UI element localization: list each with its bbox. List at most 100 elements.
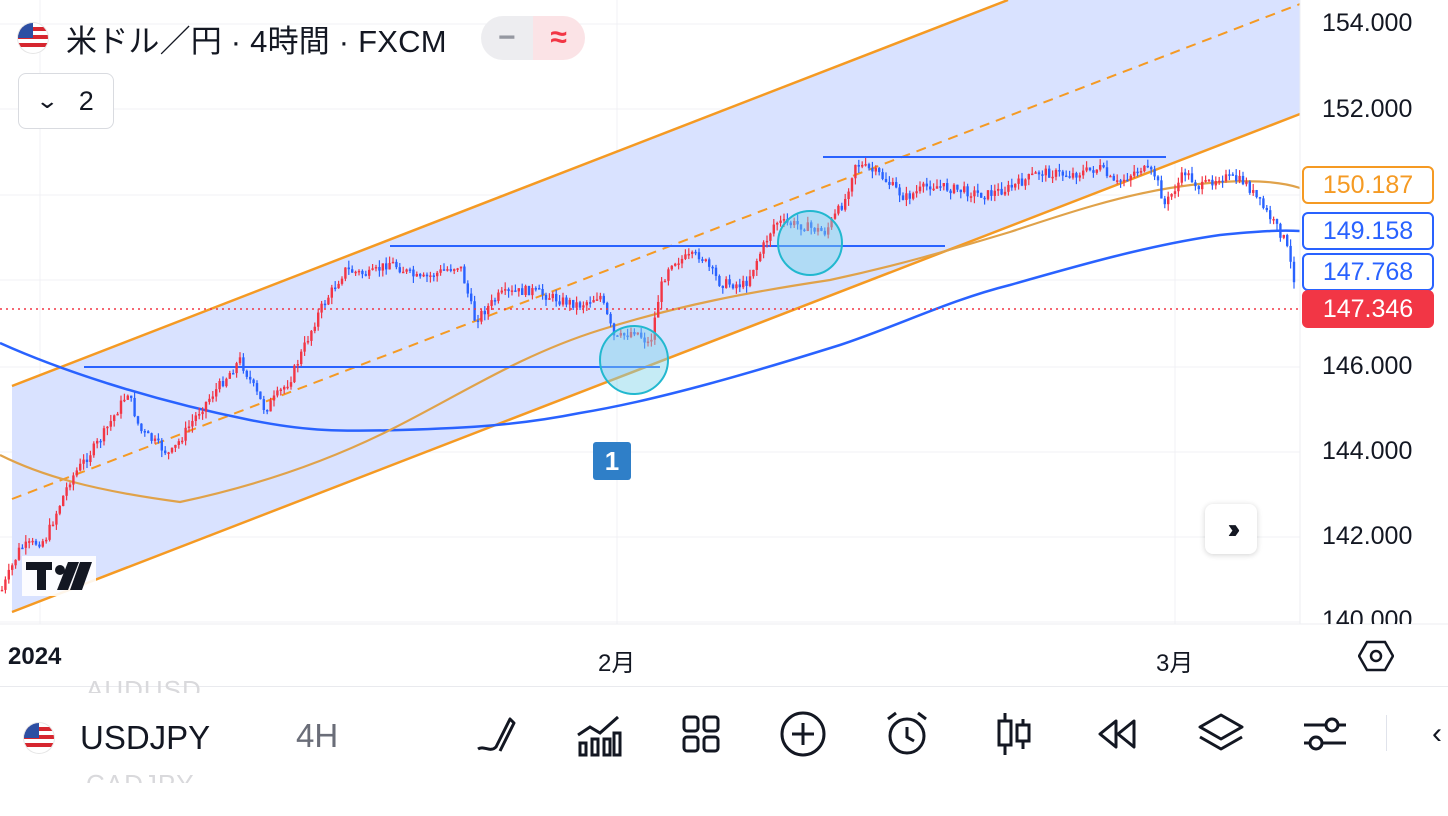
- candles-group[interactable]: [0, 157, 1296, 594]
- event-marker[interactable]: 1: [593, 442, 631, 480]
- candle-body: [748, 276, 752, 286]
- candle-body: [1051, 176, 1054, 179]
- indicators-icon[interactable]: [574, 709, 624, 759]
- layers-icon[interactable]: [1196, 709, 1246, 759]
- toolbar-separator: [1386, 715, 1387, 751]
- candle-body: [1262, 198, 1265, 208]
- candle-body: [745, 280, 748, 286]
- candle-body: [487, 305, 490, 315]
- candle-body: [738, 284, 741, 288]
- candle-body: [272, 395, 276, 401]
- add-icon[interactable]: [778, 709, 828, 759]
- layout-icon[interactable]: [676, 709, 726, 759]
- candle-body: [1058, 170, 1061, 172]
- candle-body: [589, 302, 592, 304]
- highlight-circle-2[interactable]: [777, 210, 843, 276]
- candle-body: [340, 278, 344, 284]
- candle-body: [1265, 207, 1268, 211]
- candle-body: [41, 541, 44, 547]
- candle-body: [429, 275, 432, 277]
- candle-body: [204, 401, 208, 412]
- candle-body: [1027, 174, 1030, 180]
- candle-body: [653, 317, 656, 340]
- candle-body: [616, 335, 619, 337]
- candle-body: [449, 269, 452, 271]
- symbol-name[interactable]: USDJPY: [80, 719, 211, 756]
- more-tools-icon[interactable]: ‹: [1432, 717, 1442, 750]
- scroll-to-realtime-button[interactable]: ››: [1205, 504, 1257, 554]
- candle-body: [677, 263, 680, 265]
- candle-body: [1146, 165, 1149, 168]
- wave-icon[interactable]: ≈: [532, 16, 585, 60]
- channel-upper-line[interactable]: [11, 0, 1009, 388]
- candles-icon[interactable]: [988, 709, 1038, 759]
- candle-body: [633, 332, 636, 335]
- candle-body: [1099, 165, 1102, 170]
- chart-settings-icon[interactable]: [1358, 638, 1394, 674]
- candle-body: [1221, 180, 1224, 183]
- candle-body: [861, 164, 864, 167]
- tradingview-logo-icon: [22, 556, 96, 596]
- visibility-toggle[interactable]: − ≈: [480, 16, 585, 60]
- candle-body: [643, 337, 646, 343]
- symbol-title[interactable]: 米ドル／円 · 4時間 · FXCM: [66, 23, 447, 59]
- candle-body: [963, 186, 966, 193]
- channel-lower-line[interactable]: [11, 112, 1301, 614]
- candle-body: [177, 441, 180, 445]
- candle-body: [728, 279, 731, 285]
- replay-icon[interactable]: [1092, 709, 1142, 759]
- candle-body: [670, 265, 673, 270]
- minus-icon[interactable]: −: [480, 16, 533, 60]
- candle-body: [1231, 174, 1234, 176]
- channel-mid-line[interactable]: [11, 3, 1301, 500]
- candle-body: [82, 459, 85, 464]
- candle-body: [830, 218, 833, 228]
- ma-blue-line[interactable]: [0, 229, 1301, 432]
- candle-body: [908, 193, 911, 199]
- candle-body: [592, 300, 595, 303]
- candle-body: [150, 433, 153, 441]
- candle-body: [160, 440, 163, 451]
- settings-sliders-icon[interactable]: [1300, 709, 1350, 759]
- candle-body: [75, 470, 78, 476]
- candle-body: [1082, 170, 1085, 176]
- candle-body: [1207, 179, 1211, 182]
- symbol-selector[interactable]: USDJPY: [24, 719, 210, 757]
- candle-body: [225, 378, 228, 387]
- candle-body: [660, 281, 663, 302]
- candle-body: [221, 381, 225, 387]
- indicators-collapse-button[interactable]: ⌄ 2: [18, 73, 114, 129]
- highlight-circle-1[interactable]: [599, 325, 669, 395]
- candle-body: [782, 219, 786, 221]
- candle-body: [888, 181, 891, 185]
- candle-body: [704, 259, 707, 261]
- price-chart[interactable]: [0, 0, 1448, 686]
- candle-body: [483, 310, 486, 315]
- candle-body: [442, 269, 446, 271]
- candle-body: [1116, 180, 1119, 182]
- candle-body: [1003, 191, 1007, 195]
- candle-body: [759, 253, 762, 262]
- candle-body: [1075, 173, 1078, 178]
- ghost-symbol-top: AUDUSD: [86, 675, 202, 693]
- candle-body: [133, 397, 136, 417]
- candle-body: [521, 288, 524, 295]
- candle-body: [640, 332, 643, 338]
- candle-body: [1143, 165, 1146, 172]
- candle-body: [534, 288, 537, 290]
- draw-icon[interactable]: [470, 709, 520, 759]
- candle-body: [527, 285, 531, 296]
- candle-body: [34, 540, 38, 545]
- candle-body: [317, 312, 320, 327]
- candle-body: [578, 302, 582, 308]
- chart-legend: 米ドル／円 · 4時間 · FXCM − ≈: [18, 16, 585, 60]
- alert-icon[interactable]: [882, 709, 932, 759]
- ma-blue-price-label: 149.158: [1302, 212, 1434, 250]
- candle-body: [721, 285, 724, 288]
- candle-body: [993, 190, 996, 196]
- candle-body: [85, 459, 89, 463]
- interval-selector[interactable]: 4H: [296, 717, 339, 754]
- candle-body: [1214, 181, 1217, 186]
- regression-channel-fill: [12, 0, 1300, 612]
- candle-body: [476, 320, 480, 323]
